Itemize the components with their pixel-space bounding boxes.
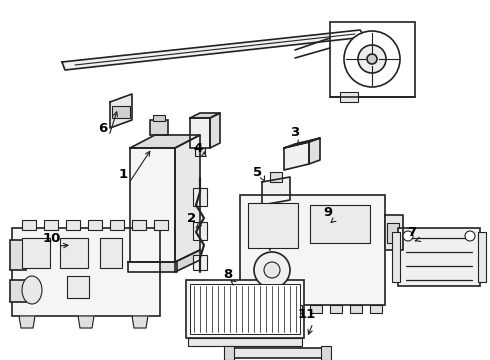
Bar [290, 305, 302, 313]
Bar [321, 346, 331, 360]
Bar [248, 203, 298, 248]
Polygon shape [309, 138, 320, 164]
Circle shape [254, 252, 290, 288]
Bar [250, 305, 262, 313]
Text: 1: 1 [119, 168, 127, 181]
Polygon shape [78, 316, 94, 328]
Bar [88, 220, 102, 230]
Bar [398, 228, 480, 286]
Bar [112, 106, 130, 118]
Bar [22, 238, 50, 268]
Text: 3: 3 [291, 126, 299, 139]
Bar [188, 338, 302, 346]
Bar [310, 205, 370, 243]
Circle shape [344, 31, 400, 87]
Text: 9: 9 [323, 206, 333, 219]
Bar [392, 232, 400, 282]
Bar [154, 220, 168, 230]
Bar [310, 305, 322, 313]
Polygon shape [284, 138, 320, 148]
Polygon shape [190, 113, 220, 118]
Bar [60, 238, 88, 268]
Circle shape [403, 231, 413, 241]
Bar [193, 222, 207, 240]
Text: 6: 6 [98, 122, 108, 135]
Polygon shape [62, 30, 365, 70]
Bar [44, 220, 58, 230]
Circle shape [264, 262, 280, 278]
Bar [240, 195, 385, 305]
Bar [370, 305, 382, 313]
Bar [195, 148, 205, 156]
Text: 7: 7 [408, 225, 416, 238]
Bar [350, 305, 362, 313]
Bar [270, 305, 282, 313]
Text: 8: 8 [223, 269, 233, 282]
Circle shape [367, 54, 377, 64]
Polygon shape [262, 177, 290, 205]
Bar [190, 284, 300, 334]
Bar [67, 276, 89, 298]
Polygon shape [175, 135, 200, 262]
Bar [153, 115, 165, 121]
Polygon shape [130, 148, 175, 262]
Circle shape [358, 45, 386, 73]
Bar [340, 92, 358, 102]
Bar [230, 348, 325, 358]
Polygon shape [19, 316, 35, 328]
Polygon shape [210, 113, 220, 148]
Bar [330, 22, 415, 97]
Bar [186, 280, 304, 338]
Bar [10, 280, 26, 302]
Bar [478, 232, 486, 282]
Ellipse shape [22, 276, 42, 304]
Bar [132, 220, 146, 230]
Bar [270, 172, 282, 182]
Bar [150, 120, 168, 135]
Text: 5: 5 [253, 166, 263, 179]
Bar [100, 238, 122, 268]
Bar [66, 220, 80, 230]
Text: 10: 10 [43, 231, 61, 244]
Text: 2: 2 [188, 211, 196, 225]
Bar [110, 220, 124, 230]
Polygon shape [132, 316, 148, 328]
Bar [193, 255, 207, 270]
Polygon shape [175, 250, 200, 272]
Bar [12, 228, 160, 316]
Polygon shape [284, 142, 309, 170]
Polygon shape [130, 135, 200, 148]
Bar [387, 223, 399, 243]
Circle shape [465, 231, 475, 241]
Polygon shape [190, 118, 210, 148]
Polygon shape [385, 215, 403, 250]
Polygon shape [110, 94, 132, 128]
Polygon shape [128, 262, 177, 272]
Text: 11: 11 [298, 309, 316, 321]
Bar [22, 220, 36, 230]
Text: 4: 4 [194, 141, 203, 154]
Bar [330, 305, 342, 313]
Bar [193, 188, 207, 206]
Bar [10, 240, 26, 270]
Bar [224, 346, 234, 360]
